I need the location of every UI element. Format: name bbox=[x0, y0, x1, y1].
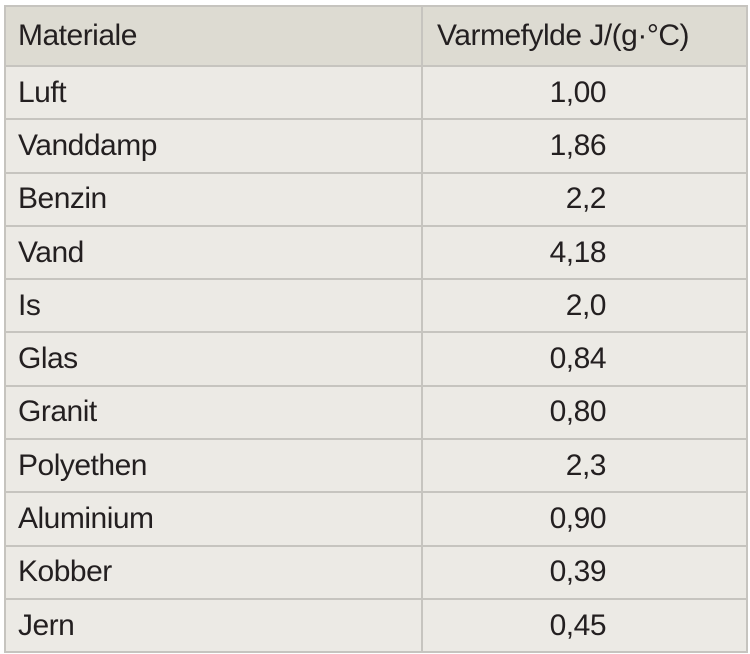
table-row: Luft 1,00 bbox=[4, 64, 748, 121]
value-cell: 2,3 bbox=[421, 438, 748, 494]
material-cell: Polyethen bbox=[4, 438, 423, 494]
value-cell: 0,45 bbox=[421, 597, 748, 654]
material-cell: Glas bbox=[4, 331, 423, 387]
table-row: Granit 0,80 bbox=[4, 384, 748, 441]
material-cell: Vanddamp bbox=[4, 118, 423, 174]
column-header-material: Materiale bbox=[4, 5, 423, 67]
table-row: Vanddamp 1,86 bbox=[4, 118, 748, 174]
value-cell: 1,00 bbox=[421, 64, 748, 121]
table-row: Jern 0,45 bbox=[4, 597, 748, 654]
header-row: Materiale Varmefylde J/(g·°C) bbox=[4, 5, 748, 67]
material-cell: Kobber bbox=[4, 544, 423, 600]
table-row: Kobber 0,39 bbox=[4, 544, 748, 600]
table-row: Glas 0,84 bbox=[4, 331, 748, 387]
table-body: Luft 1,00 Vanddamp 1,86 Benzin 2,2 Vand … bbox=[4, 64, 748, 654]
material-cell: Aluminium bbox=[4, 491, 423, 547]
value-cell: 0,39 bbox=[421, 544, 748, 600]
material-cell: Benzin bbox=[4, 171, 423, 227]
material-cell: Vand bbox=[4, 224, 423, 281]
value-cell: 0,90 bbox=[421, 491, 748, 547]
material-cell: Granit bbox=[4, 384, 423, 441]
table-row: Polyethen 2,3 bbox=[4, 438, 748, 494]
column-header-heat-capacity: Varmefylde J/(g·°C) bbox=[421, 5, 748, 67]
material-cell: Is bbox=[4, 278, 423, 334]
value-cell: 1,86 bbox=[421, 118, 748, 174]
value-cell: 0,80 bbox=[421, 384, 748, 441]
value-cell: 2,2 bbox=[421, 171, 748, 227]
table-row: Benzin 2,2 bbox=[4, 171, 748, 227]
table-row: Aluminium 0,90 bbox=[4, 491, 748, 547]
value-cell: 0,84 bbox=[421, 331, 748, 387]
value-cell: 2,0 bbox=[421, 278, 748, 334]
heat-capacity-table-container: Materiale Varmefylde J/(g·°C) Luft 1,00 … bbox=[4, 5, 748, 654]
table-header: Materiale Varmefylde J/(g·°C) bbox=[4, 5, 748, 67]
heat-capacity-table: Materiale Varmefylde J/(g·°C) Luft 1,00 … bbox=[4, 5, 748, 654]
material-cell: Jern bbox=[4, 597, 423, 654]
value-cell: 4,18 bbox=[421, 224, 748, 281]
material-cell: Luft bbox=[4, 64, 423, 121]
table-row: Vand 4,18 bbox=[4, 224, 748, 281]
table-row: Is 2,0 bbox=[4, 278, 748, 334]
